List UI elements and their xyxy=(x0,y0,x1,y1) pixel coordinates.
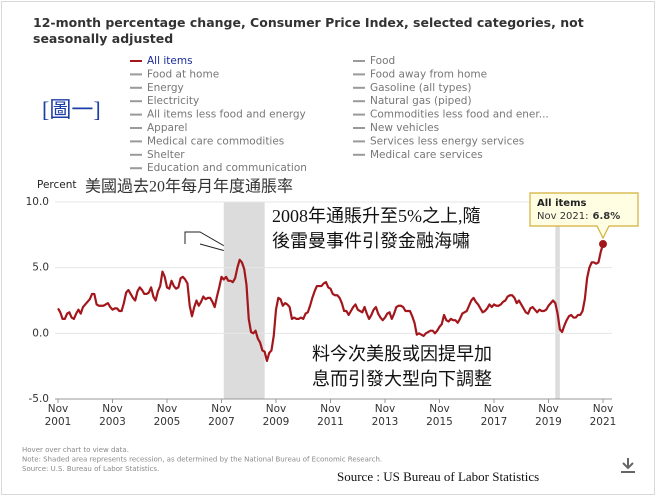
x-tick-label: Nov 2019 xyxy=(535,403,562,428)
source: Source : US Bureau of Labor Statistics xyxy=(337,469,539,484)
x-tick-label: Nov 2021 xyxy=(589,403,617,428)
x-tick-label: Nov 2001 xyxy=(44,403,72,428)
legend-label: All items less food and energy xyxy=(147,109,306,121)
chart-title: 12-month percentage change, Consumer Pri… xyxy=(33,15,584,46)
legend-label: Food at home xyxy=(147,68,219,80)
legend-label: Natural gas (piped) xyxy=(370,95,472,107)
download-icon[interactable] xyxy=(621,458,635,473)
footnote: Note: Shaded area represents recession, … xyxy=(22,456,382,464)
tooltip-text: Nov 2021: 6.8% xyxy=(537,211,620,222)
legend-label: Commodities less food and ener... xyxy=(370,109,549,121)
x-tick-label: Nov 2009 xyxy=(262,403,290,428)
tooltip-date: Nov 2021: xyxy=(537,211,589,222)
recession-band xyxy=(223,202,265,399)
recession-band xyxy=(555,202,560,399)
footnote: Source: U.S. Bureau of Labor Statistics. xyxy=(22,465,159,473)
footnote: Hover over chart to view data. xyxy=(22,446,129,454)
legend-label: Education and communication xyxy=(147,162,307,174)
tooltip-box xyxy=(529,192,639,240)
annotation: 息而引發大型向下調整 xyxy=(312,369,492,389)
legend-label: Gasoline (all types) xyxy=(370,82,471,94)
y-axis-label: Percent xyxy=(37,179,77,191)
legend-label: Food xyxy=(370,55,395,67)
legend-label: New vehicles xyxy=(370,122,439,134)
x-tick-label: Nov 2013 xyxy=(371,403,399,428)
legend-label: All items xyxy=(147,55,193,67)
x-tick-label: Nov 2011 xyxy=(317,403,344,428)
figure-label: [圖一] xyxy=(42,97,101,122)
x-tick-label: Nov 2005 xyxy=(153,403,181,428)
annotation: 2008年通賬升至5%之上,隨 xyxy=(272,206,481,226)
y-tick-label: 0.0 xyxy=(32,327,49,339)
x-tick-label: Nov 2007 xyxy=(208,403,235,428)
legend-label: Medical care services xyxy=(370,149,483,161)
legend-label: Apparel xyxy=(147,122,187,134)
highlight-point xyxy=(599,240,607,249)
y-tick-label: 10.0 xyxy=(26,196,49,208)
legend-label: Food away from home xyxy=(370,68,487,80)
tooltip-name: All items xyxy=(537,198,586,209)
subtitle: 美國過去20年每月年度通脹率 xyxy=(85,178,293,196)
legend-label: Energy xyxy=(147,82,184,94)
tooltip-value: 6.8% xyxy=(593,211,621,222)
x-tick-label: Nov 2003 xyxy=(99,403,126,428)
legend-label: Electricity xyxy=(147,95,199,107)
y-tick-label: 5.0 xyxy=(32,262,49,274)
series-line xyxy=(57,243,605,363)
annotation: 後雷曼事件引發金融海嘯 xyxy=(272,231,470,251)
legend-label: Medical care commodities xyxy=(147,135,284,147)
annotation: 料今次美股或因提早加 xyxy=(312,344,492,364)
x-tick-label: Nov 2017 xyxy=(480,403,508,428)
legend-label: Shelter xyxy=(147,149,185,161)
download-glyph[interactable] xyxy=(621,458,635,473)
x-tick-label: Nov 2015 xyxy=(426,403,453,428)
legend-label: Services less energy services xyxy=(370,135,524,147)
y-tick-label: -5.0 xyxy=(29,393,50,405)
